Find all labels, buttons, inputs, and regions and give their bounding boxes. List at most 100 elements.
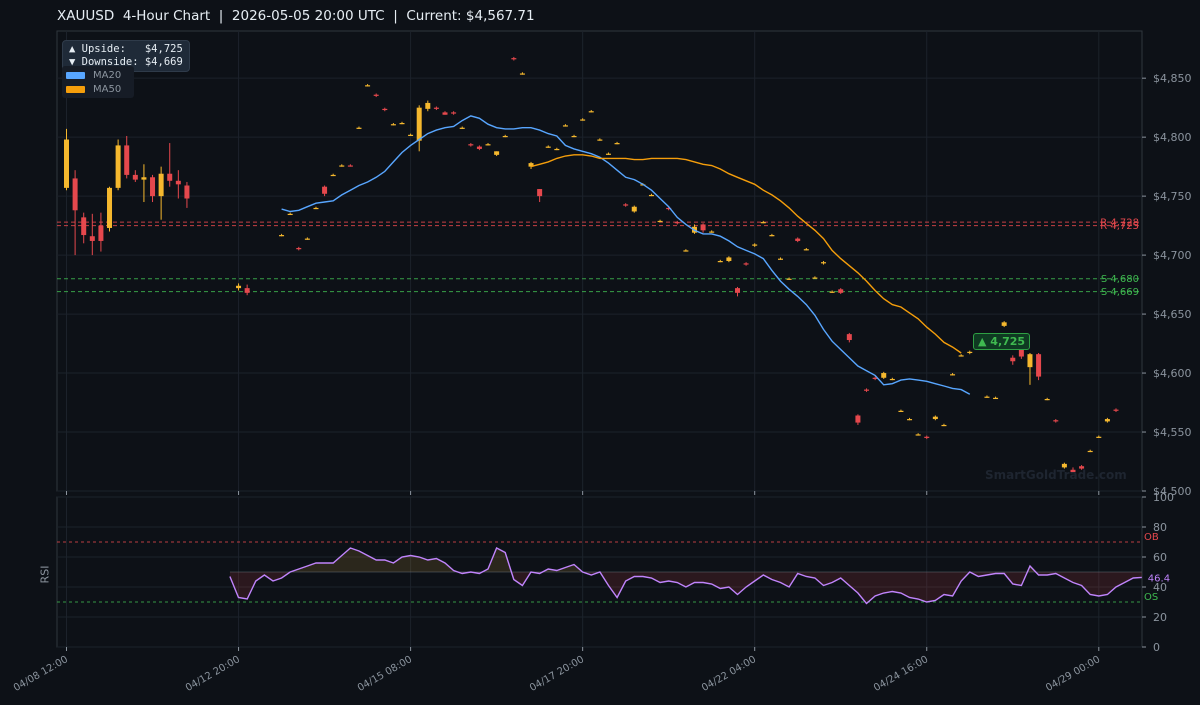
- price-tick-label: $4,500: [1153, 485, 1192, 498]
- ma50-line: [530, 154, 962, 354]
- rsi-ob-label: OB: [1144, 532, 1159, 543]
- candle-body: [72, 178, 78, 211]
- legend-item-ma20: MA20: [66, 69, 121, 81]
- x-tick-label: 04/17 20:00: [528, 654, 586, 694]
- candle-body: [382, 108, 388, 111]
- candle-body: [451, 112, 457, 114]
- candle-body: [528, 163, 534, 167]
- candle-body: [760, 222, 766, 224]
- candle-body: [683, 250, 689, 252]
- candle-body: [373, 94, 379, 96]
- candle-body: [485, 144, 491, 146]
- candle-body: [1079, 466, 1085, 469]
- rsi-tick-label: 0: [1153, 641, 1160, 654]
- candle-body: [734, 288, 740, 293]
- rsi-tick-label: 100: [1153, 491, 1174, 504]
- timeframe: 4-Hour Chart: [122, 8, 211, 24]
- candle-body: [442, 112, 448, 115]
- candle-body: [433, 107, 439, 109]
- ma50-swatch: [66, 85, 85, 93]
- candle-body: [967, 351, 973, 354]
- candle-body: [803, 249, 809, 251]
- candle-body: [812, 277, 818, 279]
- candle-body: [175, 180, 181, 185]
- x-tick-label: 04/12 20:00: [184, 654, 242, 694]
- candle-body: [304, 238, 310, 240]
- candle-body: [184, 185, 190, 199]
- candle-body: [89, 236, 95, 241]
- candle-body: [1104, 419, 1110, 422]
- candle-body: [150, 177, 156, 197]
- candle-body: [1087, 450, 1093, 453]
- candle-body: [511, 58, 517, 60]
- rsi-fill-above: [229, 548, 1142, 572]
- candle-body: [98, 225, 104, 241]
- candle-body: [778, 258, 784, 260]
- rsi-tick-label: 80: [1153, 521, 1167, 534]
- candle-body: [132, 174, 138, 180]
- candle-body: [141, 177, 147, 180]
- candle-body: [554, 148, 560, 151]
- candle-body: [279, 235, 285, 237]
- candle-body: [296, 248, 302, 250]
- candle-body: [588, 111, 594, 113]
- candle-body: [115, 145, 121, 188]
- candle-body: [399, 123, 405, 125]
- candle-body: [932, 416, 938, 420]
- candle-body: [468, 144, 474, 146]
- candle-body: [631, 206, 637, 212]
- candle-body: [244, 288, 250, 293]
- rsi-tick-label: 20: [1153, 611, 1167, 624]
- candle-body: [1053, 420, 1059, 422]
- rsi-line: [229, 547, 1142, 605]
- x-tick-label: 04/22 04:00: [700, 654, 758, 694]
- upside-text: ▲ Upside: $4,725: [69, 43, 183, 55]
- candle-body: [864, 389, 870, 391]
- candle-body: [950, 374, 956, 376]
- current-price: Current: $4,567.71: [406, 8, 535, 24]
- candle-body: [795, 238, 801, 241]
- x-tick-label: 04/15 08:00: [356, 654, 414, 694]
- candle-body: [476, 146, 482, 149]
- candle-body: [313, 207, 319, 210]
- candle-body: [347, 165, 353, 167]
- candle-body: [941, 424, 947, 427]
- candle-body: [64, 139, 69, 188]
- candle-body: [562, 125, 568, 127]
- candle-body: [494, 151, 500, 155]
- timestamp: 2026-05-05 20:00 UTC: [231, 8, 385, 24]
- candle-body: [743, 263, 749, 265]
- rsi-last-value: 46.4: [1148, 573, 1170, 584]
- x-tick-label: 04/29 00:00: [1044, 654, 1102, 694]
- candle-body: [408, 134, 414, 136]
- symbol: XAUUSD: [57, 8, 115, 24]
- legend-label-ma50: MA50: [93, 83, 122, 95]
- price-tick-label: $4,650: [1153, 308, 1192, 321]
- candle-body: [1113, 409, 1119, 411]
- candle-body: [1036, 354, 1042, 377]
- candle-body: [700, 224, 706, 231]
- candle-body: [107, 187, 113, 228]
- candle-body: [984, 396, 990, 398]
- candle-body: [648, 194, 654, 197]
- ma20-swatch: [66, 71, 85, 79]
- candle-body: [459, 127, 465, 129]
- candle-body: [339, 165, 345, 167]
- candle-body: [1070, 469, 1076, 473]
- candle-body: [287, 213, 293, 216]
- candle-body: [519, 73, 525, 75]
- price-tick-label: $4,600: [1153, 367, 1192, 380]
- target-label: ▲ 4,725: [973, 333, 1031, 350]
- price-tick-label: $4,800: [1153, 131, 1192, 144]
- ma20-line: [281, 115, 971, 395]
- candle-body: [365, 85, 371, 87]
- candle-body: [1096, 436, 1102, 438]
- candle-body: [1001, 322, 1007, 326]
- candle-body: [1027, 354, 1033, 368]
- candle-body: [846, 334, 852, 341]
- level-label-resistance: R 4,728: [1100, 218, 1139, 229]
- rsi-axis-label: RSI: [38, 565, 52, 584]
- candle-body: [614, 143, 620, 145]
- candle-body: [330, 174, 336, 177]
- candle-body: [124, 145, 130, 175]
